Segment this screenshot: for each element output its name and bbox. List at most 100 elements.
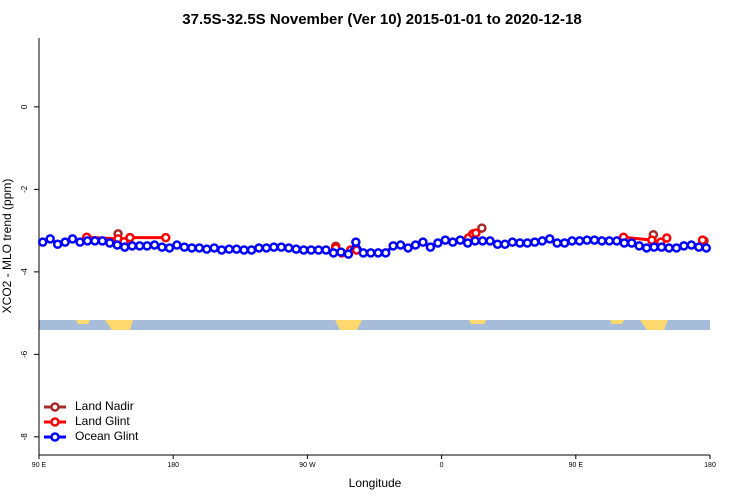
legend-label: Land Glint	[75, 414, 130, 428]
y-tick-label: -8	[20, 433, 29, 441]
point	[224, 244, 234, 254]
point	[686, 240, 697, 250]
point	[179, 242, 190, 252]
point	[343, 249, 354, 259]
point	[125, 232, 135, 243]
point	[202, 244, 212, 254]
point	[105, 238, 115, 248]
point	[582, 235, 592, 245]
point	[694, 242, 704, 252]
point	[500, 239, 510, 249]
point	[52, 239, 63, 249]
point	[597, 236, 607, 246]
x-tick-label: 90 E	[32, 462, 47, 469]
point	[679, 241, 689, 251]
point	[269, 242, 279, 252]
point	[485, 236, 495, 246]
point	[544, 234, 555, 244]
point	[112, 240, 123, 250]
point	[537, 236, 547, 246]
point	[306, 245, 316, 255]
point	[433, 238, 443, 248]
point	[216, 245, 227, 255]
point	[246, 245, 257, 255]
point	[604, 236, 615, 246]
point	[380, 248, 391, 258]
point	[567, 236, 577, 246]
point	[395, 240, 406, 250]
point	[194, 243, 205, 253]
point	[134, 241, 145, 251]
point	[574, 236, 585, 246]
point	[366, 248, 376, 258]
y-tick-label: -6	[20, 350, 29, 358]
point	[671, 243, 682, 253]
point	[589, 235, 600, 245]
point	[552, 238, 562, 248]
x-tick-label: 180	[704, 462, 716, 469]
point	[462, 238, 473, 248]
x-tick-label: 90 E	[569, 462, 584, 469]
point	[522, 238, 533, 248]
land	[610, 320, 668, 330]
point	[119, 242, 130, 252]
point	[45, 234, 55, 244]
legend-marker	[50, 402, 60, 412]
point	[492, 239, 503, 249]
land	[76, 320, 133, 330]
point	[127, 241, 137, 251]
point	[172, 240, 182, 250]
point	[164, 243, 175, 253]
point	[470, 236, 480, 246]
y-tick-label: 0	[20, 104, 29, 109]
x-tick-label: 180	[167, 462, 179, 469]
x-tick-label: 0	[440, 462, 444, 469]
point	[507, 237, 518, 247]
point	[471, 228, 481, 238]
point	[701, 243, 712, 253]
point	[231, 244, 242, 254]
point	[477, 236, 488, 246]
point	[336, 247, 346, 257]
chart-title: 37.5S-32.5S November (Ver 10) 2015-01-01…	[182, 11, 581, 28]
point	[351, 237, 361, 247]
point	[410, 240, 421, 250]
point	[67, 234, 78, 244]
x-axis-label: Longitude	[349, 476, 402, 490]
point	[276, 242, 287, 252]
point	[418, 237, 428, 247]
x-tick-label: 90 W	[299, 462, 316, 469]
point	[157, 242, 167, 252]
point	[254, 243, 264, 253]
point	[313, 245, 324, 255]
point	[403, 243, 413, 253]
point	[97, 236, 108, 246]
legend-label: Land Nadir	[75, 399, 134, 413]
point	[664, 243, 674, 253]
point	[448, 237, 458, 247]
point	[612, 236, 622, 246]
point	[358, 248, 369, 258]
point	[477, 223, 487, 233]
land	[469, 320, 486, 324]
point	[160, 232, 171, 243]
legend-label: Ocean Glint	[75, 429, 139, 443]
point	[455, 235, 465, 245]
point	[209, 243, 219, 253]
point	[239, 245, 249, 255]
point	[440, 235, 451, 245]
y-tick-label: -4	[20, 268, 29, 276]
point	[559, 238, 570, 248]
point	[298, 245, 309, 255]
y-axis-label: XCO2 - MLO trend (ppm)	[0, 179, 14, 314]
point	[187, 243, 197, 253]
legend-marker	[50, 417, 60, 427]
point	[321, 245, 331, 255]
point	[142, 241, 152, 251]
point	[373, 248, 383, 258]
y-tick-label: -2	[20, 185, 29, 193]
point	[619, 238, 630, 248]
land	[335, 320, 362, 330]
point	[530, 237, 540, 247]
